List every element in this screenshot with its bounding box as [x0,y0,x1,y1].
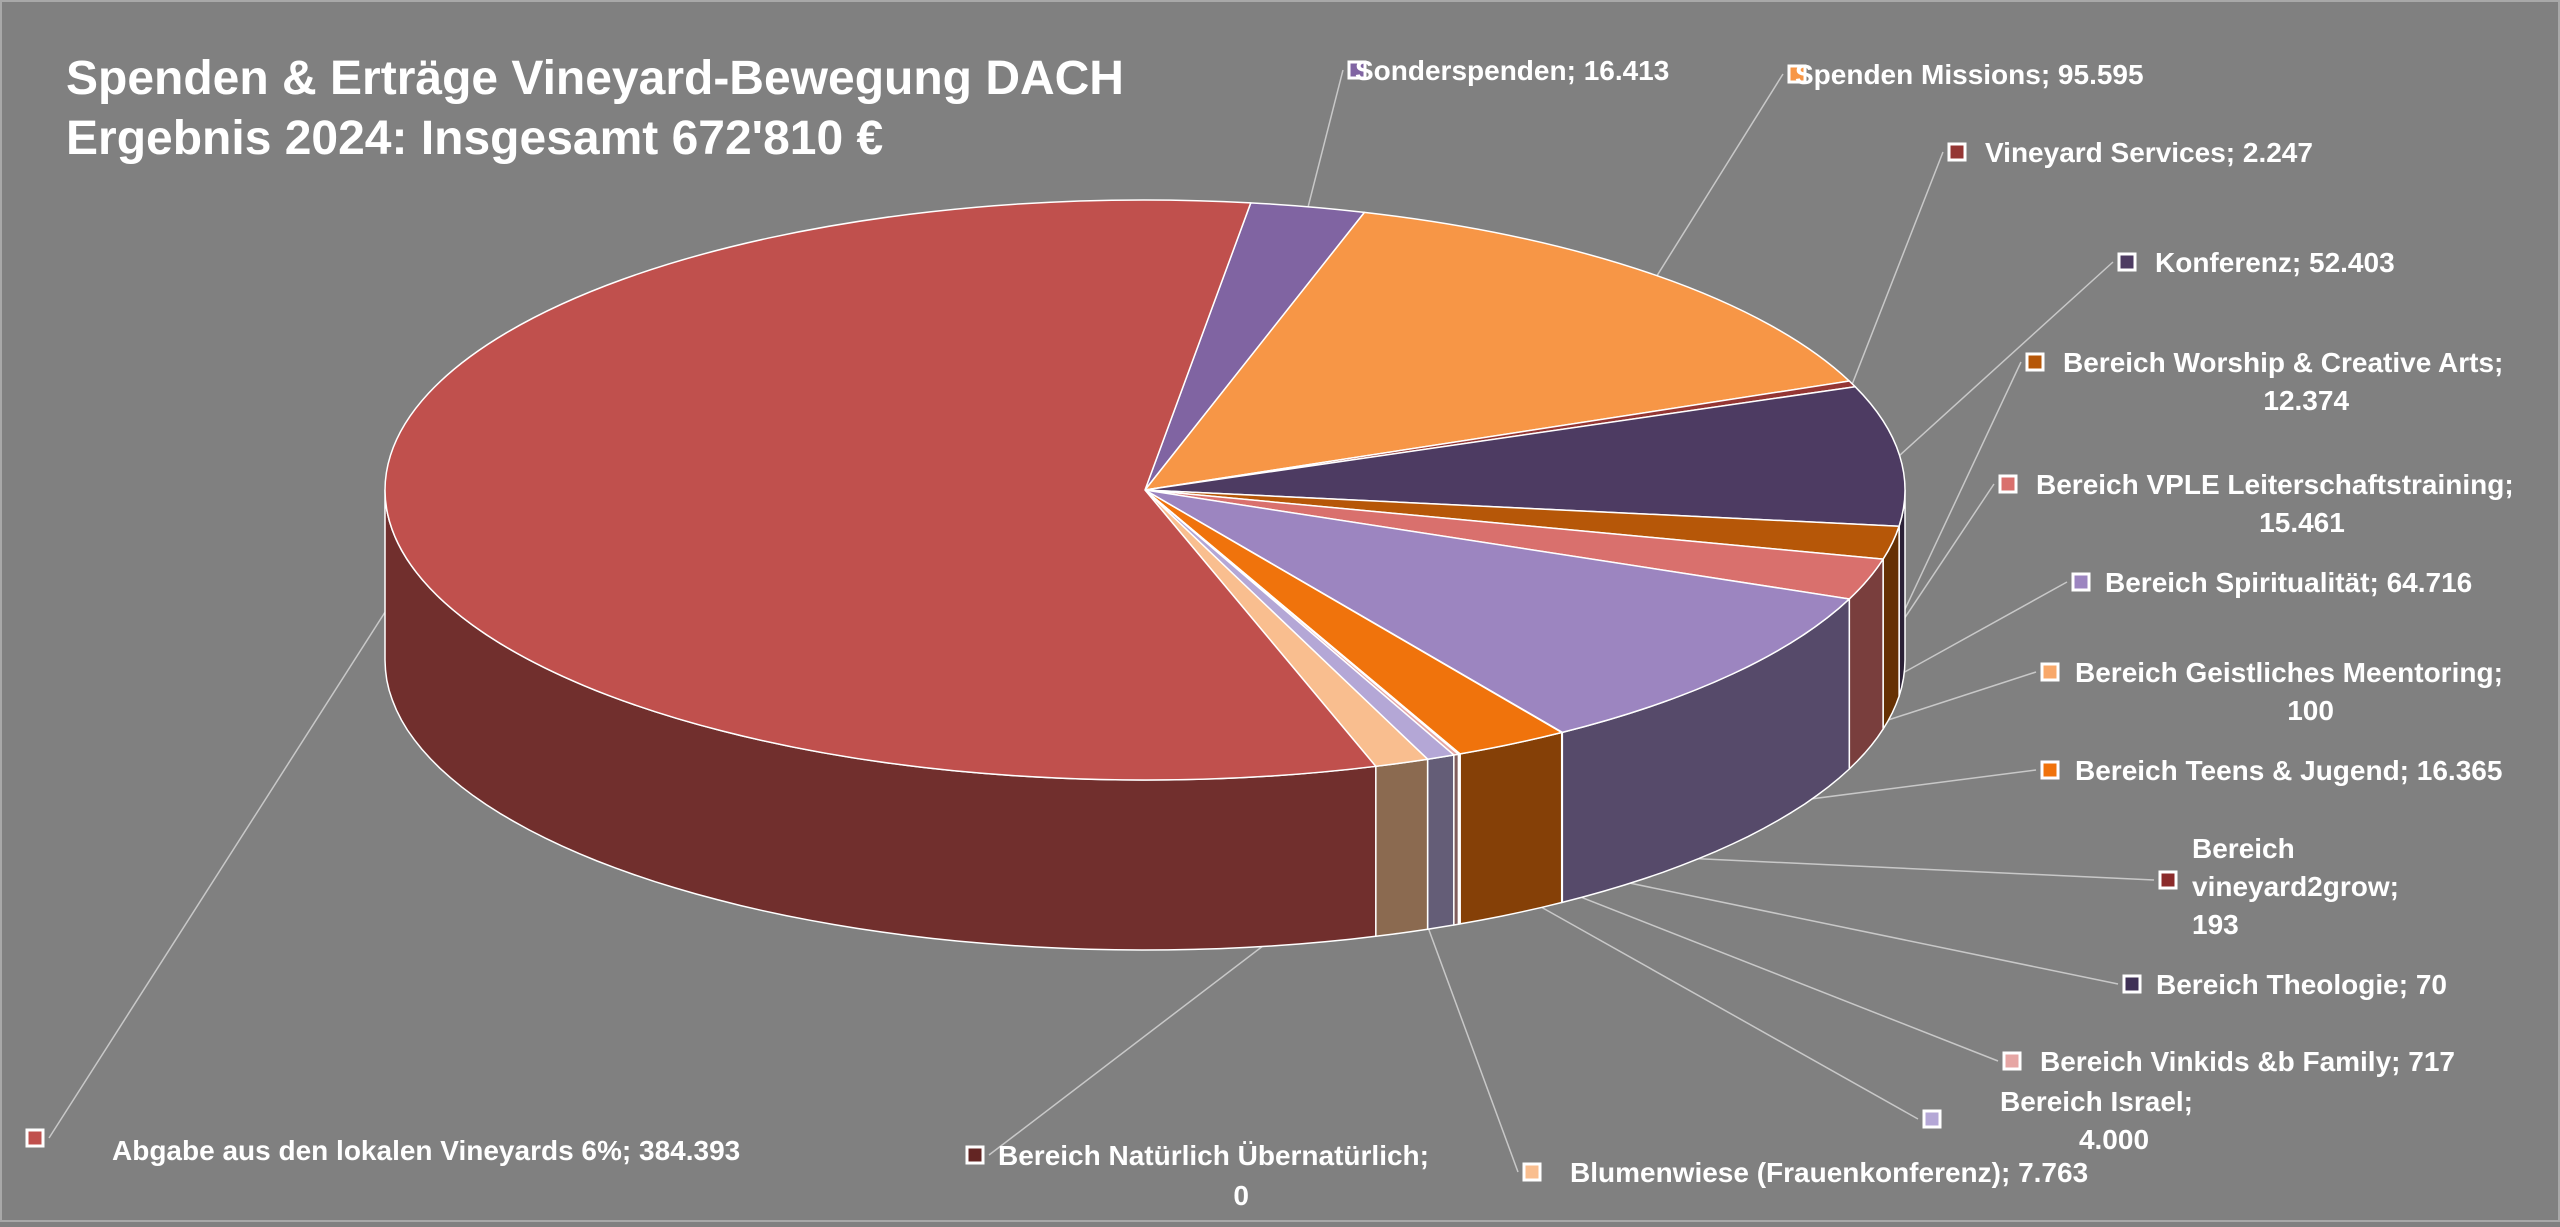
pie-slice-spenden-missions [1144,211,1851,491]
label-marker-bereich-vinkids-b-family [2002,1051,2022,1071]
label-text-bereich-vinkids-b-family: Bereich Vinkids &b Family; 717 [2040,1046,2455,1077]
pie-side-bereich-teens-jugend [1459,731,1563,925]
data-label-konferenz: Konferenz; 52.403 [2117,247,2395,278]
label-text-blumenwiese-frauenkonferenz: Blumenwiese (Frauenkonferenz); 7.763 [1570,1157,2088,1188]
data-label-abgabe-aus-den-lokalen-vineyards-6: Abgabe aus den lokalen Vineyards 6%; 384… [25,1128,740,1166]
data-label-spenden-missions: Spenden Missions; 95.595 [1787,59,2144,90]
label-text-abgabe-aus-den-lokalen-vineyards-6: Abgabe aus den lokalen Vineyards 6%; 384… [112,1135,740,1166]
label-text-bereich-geistliches-meentoring-1: Bereich Geistliches Meentoring; [2075,657,2503,688]
leader-line-abgabe-aus-den-lokalen-vineyards-6 [48,607,389,1139]
data-label-bereich-teens-jugend: Bereich Teens & Jugend; 16.365 [2040,755,2502,786]
pie-top-faces [384,199,1906,781]
data-label-bereich-vineyard2grow: Bereich vineyard2grow; 193 [2158,833,2399,940]
label-text-bereich-vineyard2grow-3: 193 [2192,909,2239,940]
pie-side-blumenwiese-frauenkonferenz [1375,758,1429,938]
label-text-bereich-israel-2: 4.000 [2079,1124,2149,1155]
data-label-bereich-israel: Bereich Israel; 4.000 [1922,1086,2193,1155]
label-text-bereich-spiritualit-t: Bereich Spiritualität; 64.716 [2105,567,2472,598]
data-label-blumenwiese-frauenkonferenz: Blumenwiese (Frauenkonferenz); 7.763 [1522,1157,2088,1188]
data-label-vineyard-services: Vineyard Services; 2.247 [1947,137,2313,168]
leader-line-konferenz [1899,261,2114,456]
label-text-bereich-vineyard2grow-1: Bereich [2192,833,2295,864]
data-label-bereich-theologie: Bereich Theologie; 70 [2122,969,2447,1000]
label-text-vineyard-services: Vineyard Services; 2.247 [1985,137,2313,168]
data-label-bereich-nat-rlich-bernat-rlich: Bereich Natürlich Übernatürlich; 0 [965,1140,1429,1211]
label-marker-bereich-geistliches-meentoring [2040,662,2060,682]
label-marker-blumenwiese-frauenkonferenz [1522,1162,1542,1182]
leader-line-vineyard-services [1851,151,1944,385]
label-marker-bereich-teens-jugend [2040,760,2060,780]
label-text-bereich-vineyard2grow-2: vineyard2grow; [2192,871,2399,902]
label-marker-abgabe-aus-den-lokalen-vineyards-6 [25,1128,45,1148]
label-text-bereich-geistliches-meentoring-2: 100 [2287,695,2334,726]
label-text-bereich-vple-leiterschaftstraining-2: 15.461 [2259,507,2345,538]
label-text-bereich-nat-rlich-bernat-rlich-1: Bereich Natürlich Übernatürlich; [998,1140,1429,1171]
label-marker-sonderspenden [1347,60,1367,80]
data-label-bereich-geistliches-meentoring: Bereich Geistliches Meentoring; 100 [2040,657,2503,726]
pie-slice-bereich-spiritualit-t [1144,489,1851,734]
label-text-bereich-vple-leiterschaftstraining-1: Bereich VPLE Leiterschaftstraining; [2036,469,2514,500]
label-marker-bereich-spiritualit-t [2071,572,2091,592]
label-marker-bereich-theologie [2122,974,2142,994]
label-marker-spenden-missions [1787,64,1807,84]
data-label-bereich-worship-creative-arts: Bereich Worship & Creative Arts; 12.374 [2025,347,2503,416]
label-text-bereich-worship-creative-arts-1: Bereich Worship & Creative Arts; [2063,347,2503,378]
label-marker-bereich-vineyard2grow [2158,870,2178,890]
label-marker-konferenz [2117,252,2137,272]
pie-slice-abgabe-aus-den-lokalen-vineyards-6 [384,199,1377,781]
label-marker-bereich-vple-leiterschaftstraining [1998,474,2018,494]
label-marker-vineyard-services [1947,142,1967,162]
leader-line-bereich-worship-creative-arts [1891,361,2022,637]
label-text-sonderspenden: Sonderspenden; 16.413 [1355,55,1669,86]
data-label-sonderspenden: Sonderspenden; 16.413 [1347,55,1669,86]
data-labels: Sonderspenden; 16.413 Spenden Missions; 9… [25,55,2514,1211]
data-label-bereich-spiritualit-t: Bereich Spiritualität; 64.716 [2071,567,2472,598]
label-text-bereich-theologie: Bereich Theologie; 70 [2156,969,2447,1000]
leader-line-sonderspenden [1307,69,1344,207]
pie-side-bereich-israel [1426,754,1455,930]
label-marker-bereich-israel [1922,1109,1942,1129]
data-label-bereich-vple-leiterschaftstraining: Bereich VPLE Leiterschaftstraining; 15.46… [1998,469,2514,538]
label-text-bereich-israel-1: Bereich Israel; [2000,1086,2193,1117]
label-text-konferenz: Konferenz; 52.403 [2155,247,2395,278]
label-text-bereich-nat-rlich-bernat-rlich-2: 0 [1233,1180,1249,1211]
label-marker-bereich-nat-rlich-bernat-rlich [965,1145,985,1165]
label-text-bereich-teens-jugend: Bereich Teens & Jugend; 16.365 [2075,755,2502,786]
label-marker-bereich-worship-creative-arts [2025,352,2045,372]
label-text-spenden-missions: Spenden Missions; 95.595 [1795,59,2144,90]
data-label-bereich-vinkids-b-family: Bereich Vinkids &b Family; 717 [2002,1046,2455,1077]
label-text-bereich-worship-creative-arts-2: 12.374 [2263,385,2349,416]
chart-title-line-2: Ergebnis 2024: Insgesamt 672'810 € [66,112,883,165]
pie-slice-konferenz [1144,385,1906,527]
chart-title-line-1: Spenden & Erträge Vineyard-Bewegung DACH [66,52,1124,105]
leader-line-spenden-missions [1656,73,1784,277]
